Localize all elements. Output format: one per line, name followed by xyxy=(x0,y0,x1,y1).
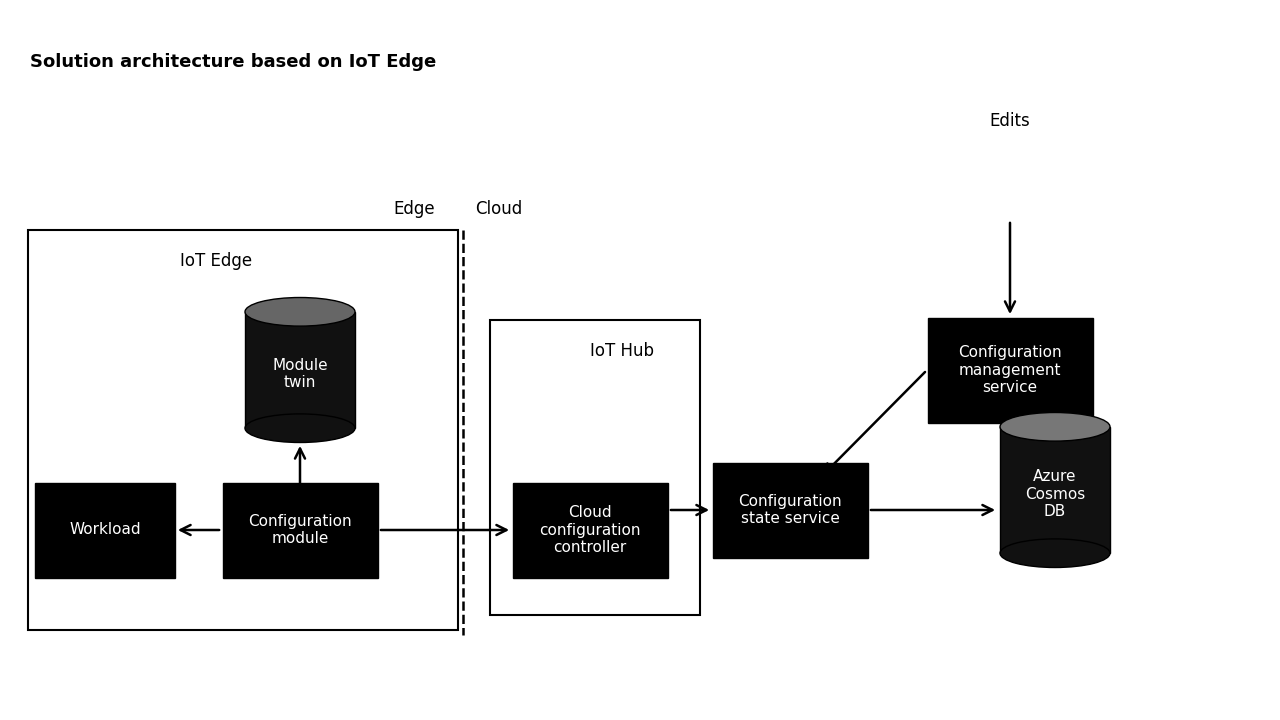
Text: Cloud
configuration
controller: Cloud configuration controller xyxy=(539,505,641,555)
Bar xyxy=(928,318,1093,423)
Text: Configuration
state service: Configuration state service xyxy=(739,494,842,526)
Text: Configuration
management
service: Configuration management service xyxy=(959,345,1062,395)
Bar xyxy=(35,482,175,577)
Text: Azure
Cosmos
DB: Azure Cosmos DB xyxy=(1025,469,1085,519)
Ellipse shape xyxy=(1000,539,1110,567)
Bar xyxy=(1000,427,1110,553)
Text: IoT Edge: IoT Edge xyxy=(180,252,252,270)
Bar xyxy=(223,482,378,577)
Text: Cloud: Cloud xyxy=(475,200,522,218)
Bar xyxy=(713,462,868,557)
Bar xyxy=(244,312,355,428)
Ellipse shape xyxy=(1000,413,1110,441)
Text: Edge: Edge xyxy=(393,200,435,218)
Text: Configuration
module: Configuration module xyxy=(248,514,352,546)
Text: IoT Hub: IoT Hub xyxy=(590,342,654,360)
Ellipse shape xyxy=(244,297,355,326)
Text: Workload: Workload xyxy=(69,523,141,538)
Bar xyxy=(512,482,667,577)
Ellipse shape xyxy=(244,414,355,443)
Bar xyxy=(28,230,458,630)
Text: Module
twin: Module twin xyxy=(273,358,328,390)
Bar xyxy=(490,320,700,615)
Text: Solution architecture based on IoT Edge: Solution architecture based on IoT Edge xyxy=(29,53,436,71)
Text: Edits: Edits xyxy=(989,112,1030,130)
